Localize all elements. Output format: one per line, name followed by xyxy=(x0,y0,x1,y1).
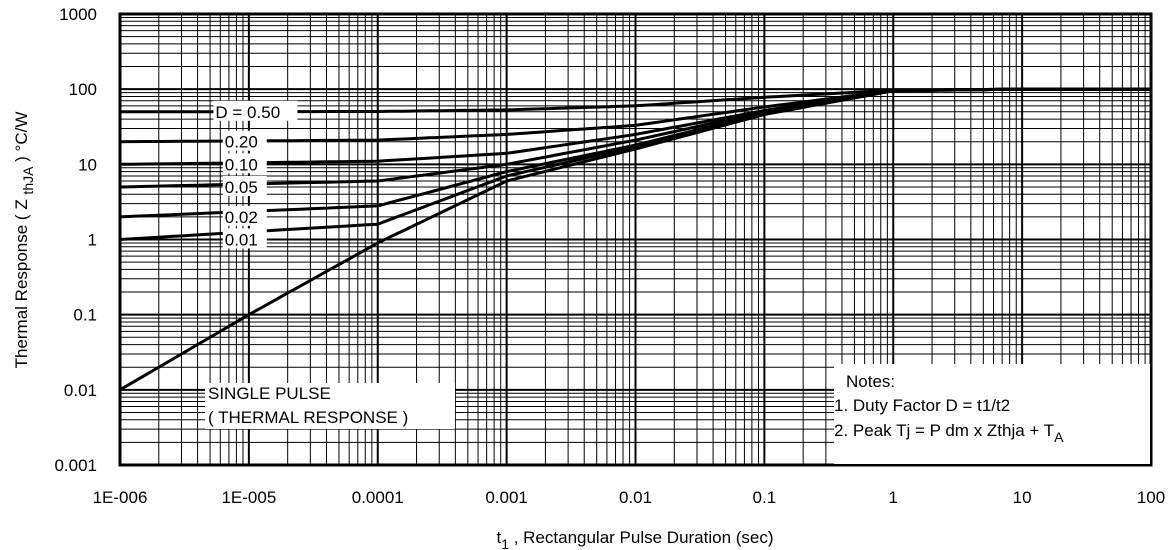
y-axis-title-main: Thermal Response ( Z xyxy=(12,195,31,369)
series-label-bg xyxy=(213,100,298,121)
series-label-bg xyxy=(222,130,267,151)
x-axis-title: t1 , Rectangular Pulse Duration (sec) xyxy=(496,528,773,550)
x-tick-label: 1 xyxy=(889,488,898,507)
x-tick-label: 0.0001 xyxy=(352,488,404,507)
y-axis-title-rest: ) °C/W xyxy=(12,112,31,167)
tick-labels: 1E-006 1E-005 0.0001 0.001 0.01 0.1 1 10 100 0.00… xyxy=(54,5,1165,507)
series-label-bg xyxy=(222,228,267,249)
series-label: 0.20 xyxy=(225,133,258,152)
notes-line-2-sub: A xyxy=(1054,429,1064,445)
y-axis-title-sub: thJA xyxy=(20,166,36,195)
x-tick-label: 10 xyxy=(1013,488,1032,507)
series-label-bg xyxy=(222,175,267,196)
y-axis-title: Thermal Response ( Z thJA ) °C/W xyxy=(12,112,36,369)
thermal-response-label: ( THERMAL RESPONSE ) xyxy=(208,408,408,427)
y-tick-label: 10 xyxy=(78,155,97,174)
y-tick-label: 0.01 xyxy=(64,381,97,400)
notes-line-1: 1. Duty Factor D = t1/t2 xyxy=(834,396,1010,415)
grid xyxy=(119,14,1151,466)
x-tick-label: 1E-005 xyxy=(221,488,276,507)
series-label-bg xyxy=(222,205,267,226)
plot-frame xyxy=(118,12,1153,467)
notes-line-2: 2. Peak Tj = P dm x Zthja + TA xyxy=(834,421,1064,445)
single-pulse-annotation: SINGLE PULSE ( THERMAL RESPONSE ) xyxy=(205,383,455,429)
series-label: 0.01 xyxy=(225,231,258,250)
x-axis-title-sub: 1 xyxy=(501,536,509,550)
series-label: 0.02 xyxy=(225,208,258,227)
x-tick-label: 0.01 xyxy=(619,488,652,507)
y-tick-label: 100 xyxy=(69,80,97,99)
y-tick-label: 1000 xyxy=(59,5,97,24)
single-pulse-label: SINGLE PULSE xyxy=(208,384,331,403)
series-line xyxy=(119,87,1151,392)
x-axis-title-t: t xyxy=(496,528,501,547)
y-tick-label: 0.1 xyxy=(73,306,97,325)
series-label: 0.10 xyxy=(225,155,258,174)
y-tick-label: 0.001 xyxy=(54,456,97,475)
x-tick-label: 1E-006 xyxy=(93,488,148,507)
notes-box: Notes: 1. Duty Factor D = t1/t2 2. Peak … xyxy=(834,364,1150,464)
series-label-bg xyxy=(222,153,267,174)
x-tick-label: 0.1 xyxy=(753,488,777,507)
notes-line-2-main: 2. Peak Tj = P dm x Zthja + T xyxy=(834,421,1054,440)
series-labels: D = 0.50 0.20 0.10 0.05 0.02 0.01 xyxy=(213,100,298,250)
series-label: D = 0.50 xyxy=(215,103,280,122)
x-tick-label: 100 xyxy=(1137,488,1165,507)
series-label: 0.05 xyxy=(225,178,258,197)
notes-title: Notes: xyxy=(846,372,895,391)
x-tick-label: 0.001 xyxy=(485,488,528,507)
x-axis-title-rest: , Rectangular Pulse Duration (sec) xyxy=(509,528,774,547)
series-lines xyxy=(119,87,1151,392)
y-tick-label: 1 xyxy=(88,231,97,250)
